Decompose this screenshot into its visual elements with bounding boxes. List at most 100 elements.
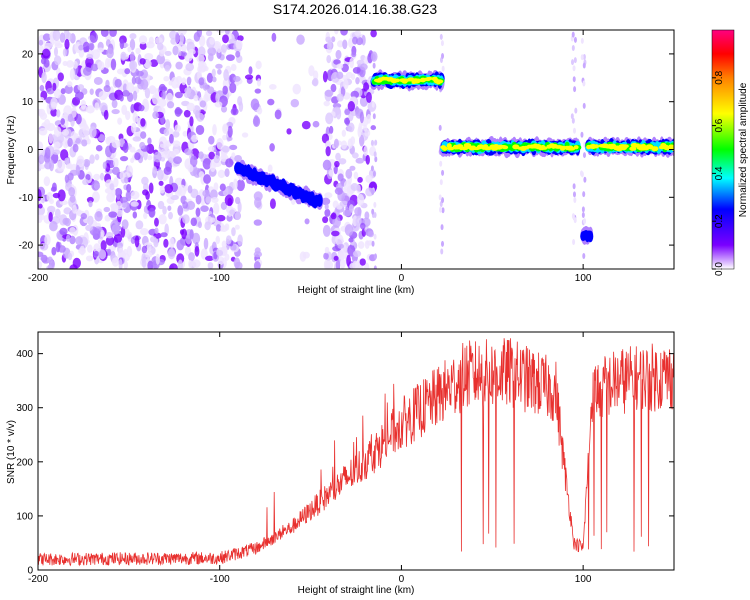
signal-cell <box>587 230 594 243</box>
colorbar-gradient <box>711 29 735 270</box>
noise-cell <box>230 63 237 71</box>
noise-cell <box>324 89 334 97</box>
noise-cell <box>139 42 147 50</box>
noise-cell <box>441 169 445 176</box>
noise-cell <box>156 53 166 65</box>
noise-cell <box>235 50 241 58</box>
noise-cell <box>51 101 57 110</box>
noise-cell <box>100 229 105 238</box>
noise-cell <box>334 160 340 168</box>
noise-cell <box>224 253 230 261</box>
noise-cell <box>188 259 193 269</box>
noise-cell <box>364 211 370 220</box>
noise-cell <box>205 196 212 204</box>
noise-cell <box>195 124 205 135</box>
noise-cell <box>162 150 172 159</box>
noise-cell <box>196 30 202 38</box>
noise-cell <box>235 39 243 50</box>
noise-cell <box>356 194 365 206</box>
noise-cell <box>169 133 174 144</box>
noise-cell <box>207 146 215 152</box>
noise-cell <box>441 65 445 72</box>
noise-cell <box>582 252 586 259</box>
noise-cell <box>186 102 196 112</box>
noise-cell <box>182 201 188 209</box>
noise-cell <box>237 234 243 246</box>
noise-cell <box>153 151 162 163</box>
noise-cell <box>62 48 67 57</box>
noise-cell <box>580 37 584 44</box>
noise-cell <box>177 259 183 269</box>
colorbar-tick-label: 0.2 <box>714 214 725 228</box>
noise-cell <box>69 235 76 245</box>
noise-cell <box>54 42 63 49</box>
noise-cell <box>366 113 372 124</box>
noise-cell <box>338 158 347 165</box>
noise-cell <box>73 60 78 69</box>
snr-line <box>38 338 674 567</box>
noise-cell <box>53 126 62 137</box>
noise-cell <box>214 101 223 108</box>
spectrogram-x-axis: -200 -100 0 100 <box>28 30 592 284</box>
noise-cell <box>132 211 138 219</box>
colorbar-label: Normalized spectral amplitude <box>738 82 749 217</box>
noise-cell <box>207 53 214 62</box>
noise-cell <box>174 91 183 99</box>
noise-cell <box>363 82 370 92</box>
noise-cell <box>46 123 56 132</box>
noise-cell <box>165 118 171 131</box>
noise-cell <box>213 202 220 215</box>
noise-cell <box>141 176 149 186</box>
noise-cell <box>234 154 243 163</box>
noise-cell <box>47 256 53 264</box>
noise-cell <box>573 217 577 224</box>
noise-cell <box>215 224 222 232</box>
colorbar-tick-label: 0.0 <box>714 262 725 276</box>
snr-x-label: Height of straight line (km) <box>298 585 415 596</box>
noise-cell <box>56 160 66 172</box>
noise-cell <box>440 40 444 47</box>
noise-cell <box>355 76 360 85</box>
noise-cell <box>370 165 374 172</box>
signal-cell <box>394 78 401 83</box>
noise-cell <box>267 164 273 173</box>
noise-cell <box>47 264 53 269</box>
noise-cell <box>190 188 199 199</box>
noise-cell <box>68 186 76 197</box>
noise-cell <box>163 75 170 82</box>
noise-cell <box>374 139 378 146</box>
noise-cell <box>373 151 377 158</box>
noise-cell <box>216 249 224 257</box>
noise-cell <box>63 207 72 215</box>
noise-cell <box>164 64 171 72</box>
noise-cell <box>211 68 216 78</box>
noise-cell <box>39 164 46 170</box>
noise-cell <box>198 171 205 179</box>
noise-cell <box>52 82 57 91</box>
noise-cell <box>122 89 130 97</box>
noise-cell <box>129 51 135 64</box>
noise-cell <box>580 54 584 61</box>
noise-cell <box>66 81 73 88</box>
noise-cell <box>352 67 361 74</box>
noise-cell <box>325 36 332 43</box>
noise-cell <box>241 132 249 138</box>
noise-cell <box>572 65 576 72</box>
noise-cell <box>347 122 355 133</box>
noise-cell <box>571 45 575 52</box>
noise-cell <box>219 183 226 192</box>
snr-series <box>38 338 674 567</box>
noise-cell <box>83 159 91 168</box>
noise-cell <box>89 31 98 43</box>
noise-cell <box>111 257 120 267</box>
noise-cell <box>220 201 227 210</box>
noise-cell <box>38 43 44 55</box>
noise-cell <box>74 91 84 101</box>
noise-cell <box>222 134 228 141</box>
noise-cell <box>174 177 184 186</box>
noise-cell <box>352 250 362 258</box>
noise-cell <box>86 53 94 59</box>
y-tick-label: 100 <box>16 511 33 522</box>
noise-cell <box>122 142 129 153</box>
noise-cell <box>80 99 87 110</box>
